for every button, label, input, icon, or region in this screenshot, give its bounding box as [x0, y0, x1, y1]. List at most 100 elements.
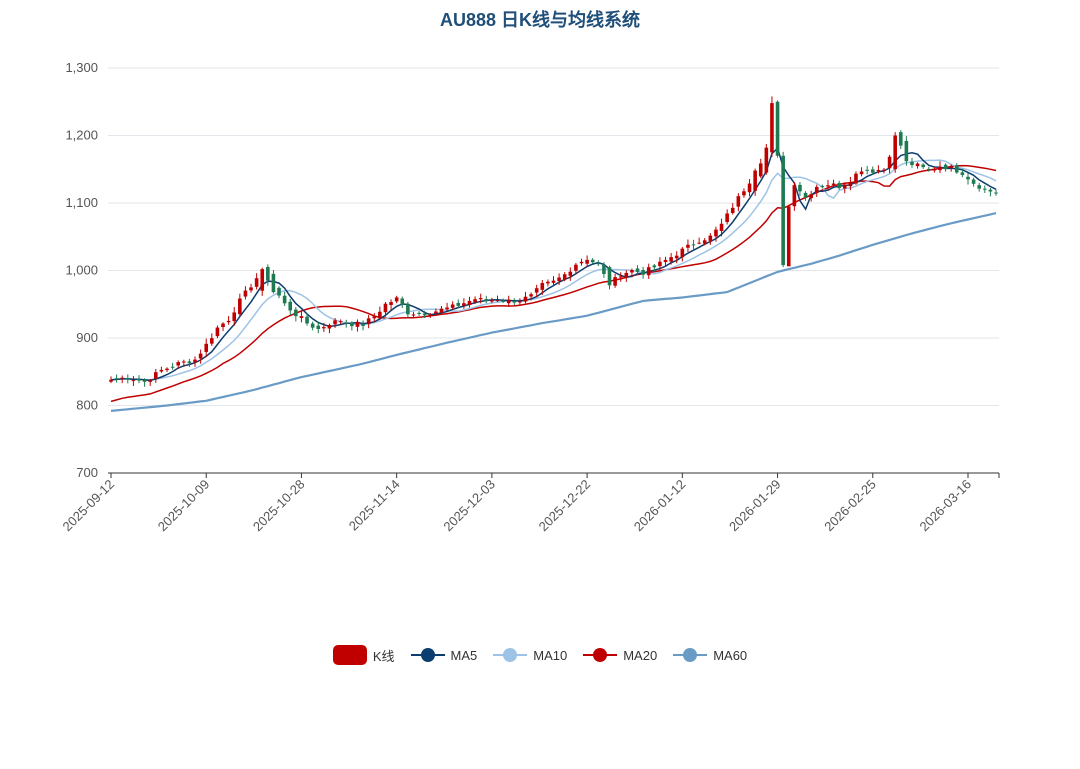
candle	[310, 321, 315, 331]
candle-body	[792, 185, 797, 207]
candle-body	[557, 277, 561, 282]
candle-body	[512, 301, 517, 303]
candle	[971, 177, 976, 187]
candle-body	[842, 184, 847, 189]
candle-body	[882, 169, 886, 171]
candle-body	[383, 303, 388, 313]
candle	[204, 338, 209, 357]
candle-body	[154, 372, 158, 379]
candle	[142, 378, 147, 387]
y-tick-label: 800	[76, 398, 98, 413]
candle-body	[378, 311, 382, 319]
legend-item[interactable]: MA5	[410, 648, 477, 663]
candle-body	[473, 299, 477, 303]
candle	[478, 293, 483, 304]
candle-body	[590, 259, 595, 263]
candle	[770, 96, 774, 157]
candle-body	[663, 259, 668, 263]
candle	[394, 295, 399, 304]
legend-swatch-line	[410, 648, 445, 662]
candle	[406, 301, 410, 318]
candle	[198, 349, 203, 364]
candle-body	[624, 272, 629, 278]
legend-item[interactable]: K线	[332, 645, 395, 665]
x-tick-label: 2026-03-16	[916, 477, 974, 535]
candle-body	[361, 323, 365, 326]
candle-body	[562, 274, 567, 280]
candle-body	[736, 196, 741, 207]
candle-body	[786, 206, 791, 267]
candle-body	[529, 294, 533, 297]
candle-body	[971, 179, 976, 184]
candle	[641, 266, 645, 279]
candle-body	[534, 288, 539, 293]
candle-body	[848, 182, 853, 187]
candle	[607, 265, 612, 290]
candle	[473, 296, 477, 305]
candle-body	[400, 298, 405, 305]
candle-body	[770, 103, 774, 153]
candle	[960, 168, 965, 178]
candle	[288, 298, 293, 316]
candle-body	[915, 163, 920, 167]
candle	[294, 307, 298, 322]
candle-body	[949, 165, 953, 168]
candle-body	[966, 176, 970, 180]
candle-body	[686, 244, 690, 248]
y-tick-label: 1,000	[65, 263, 98, 278]
candle-body	[831, 183, 836, 186]
candle-body	[411, 314, 416, 316]
candle-body	[607, 267, 612, 286]
ma60-line	[110, 212, 997, 412]
candle-body	[876, 170, 881, 172]
candle	[529, 292, 533, 301]
candle	[658, 257, 662, 272]
candle	[215, 325, 220, 339]
candle-body	[781, 155, 785, 266]
candle-body	[596, 263, 601, 265]
candle-body	[714, 229, 718, 237]
candle-body	[926, 168, 931, 170]
candle	[249, 283, 253, 293]
candle-body	[350, 322, 354, 327]
candle	[411, 311, 416, 318]
candle-body	[198, 353, 203, 359]
candle-body	[579, 261, 584, 264]
x-tick-label: 2025-10-09	[155, 477, 213, 535]
candle	[579, 258, 584, 266]
legend-item[interactable]: MA10	[493, 648, 567, 663]
candle	[154, 368, 158, 383]
candle	[585, 255, 589, 268]
candle	[109, 376, 113, 384]
candle-body	[697, 242, 701, 244]
legend-swatch-box	[332, 645, 367, 665]
candle	[870, 166, 875, 175]
candle	[854, 171, 858, 185]
candle	[725, 209, 729, 225]
candle-body	[652, 265, 657, 268]
candle-body	[669, 257, 673, 262]
candle-body	[490, 300, 494, 302]
candle-body	[977, 185, 981, 189]
candle-body	[232, 312, 237, 322]
candle-body	[428, 314, 433, 316]
candle-body	[742, 191, 746, 196]
candle	[148, 378, 153, 386]
candle-body	[540, 283, 545, 290]
candle-body	[316, 325, 321, 329]
candle-body	[820, 185, 825, 187]
candle	[277, 286, 281, 299]
candle	[238, 293, 242, 317]
candle-body	[602, 264, 606, 274]
candle	[966, 172, 970, 185]
candle	[938, 161, 942, 174]
candle	[534, 284, 539, 298]
candle	[730, 202, 735, 215]
legend-item[interactable]: MA60	[673, 648, 747, 663]
candle	[994, 189, 998, 196]
legend-label: MA60	[713, 647, 748, 663]
candle	[210, 333, 214, 346]
candle	[590, 258, 595, 264]
legend-item[interactable]: MA20	[583, 648, 657, 663]
x-tick-label: 2025-12-22	[536, 477, 594, 535]
